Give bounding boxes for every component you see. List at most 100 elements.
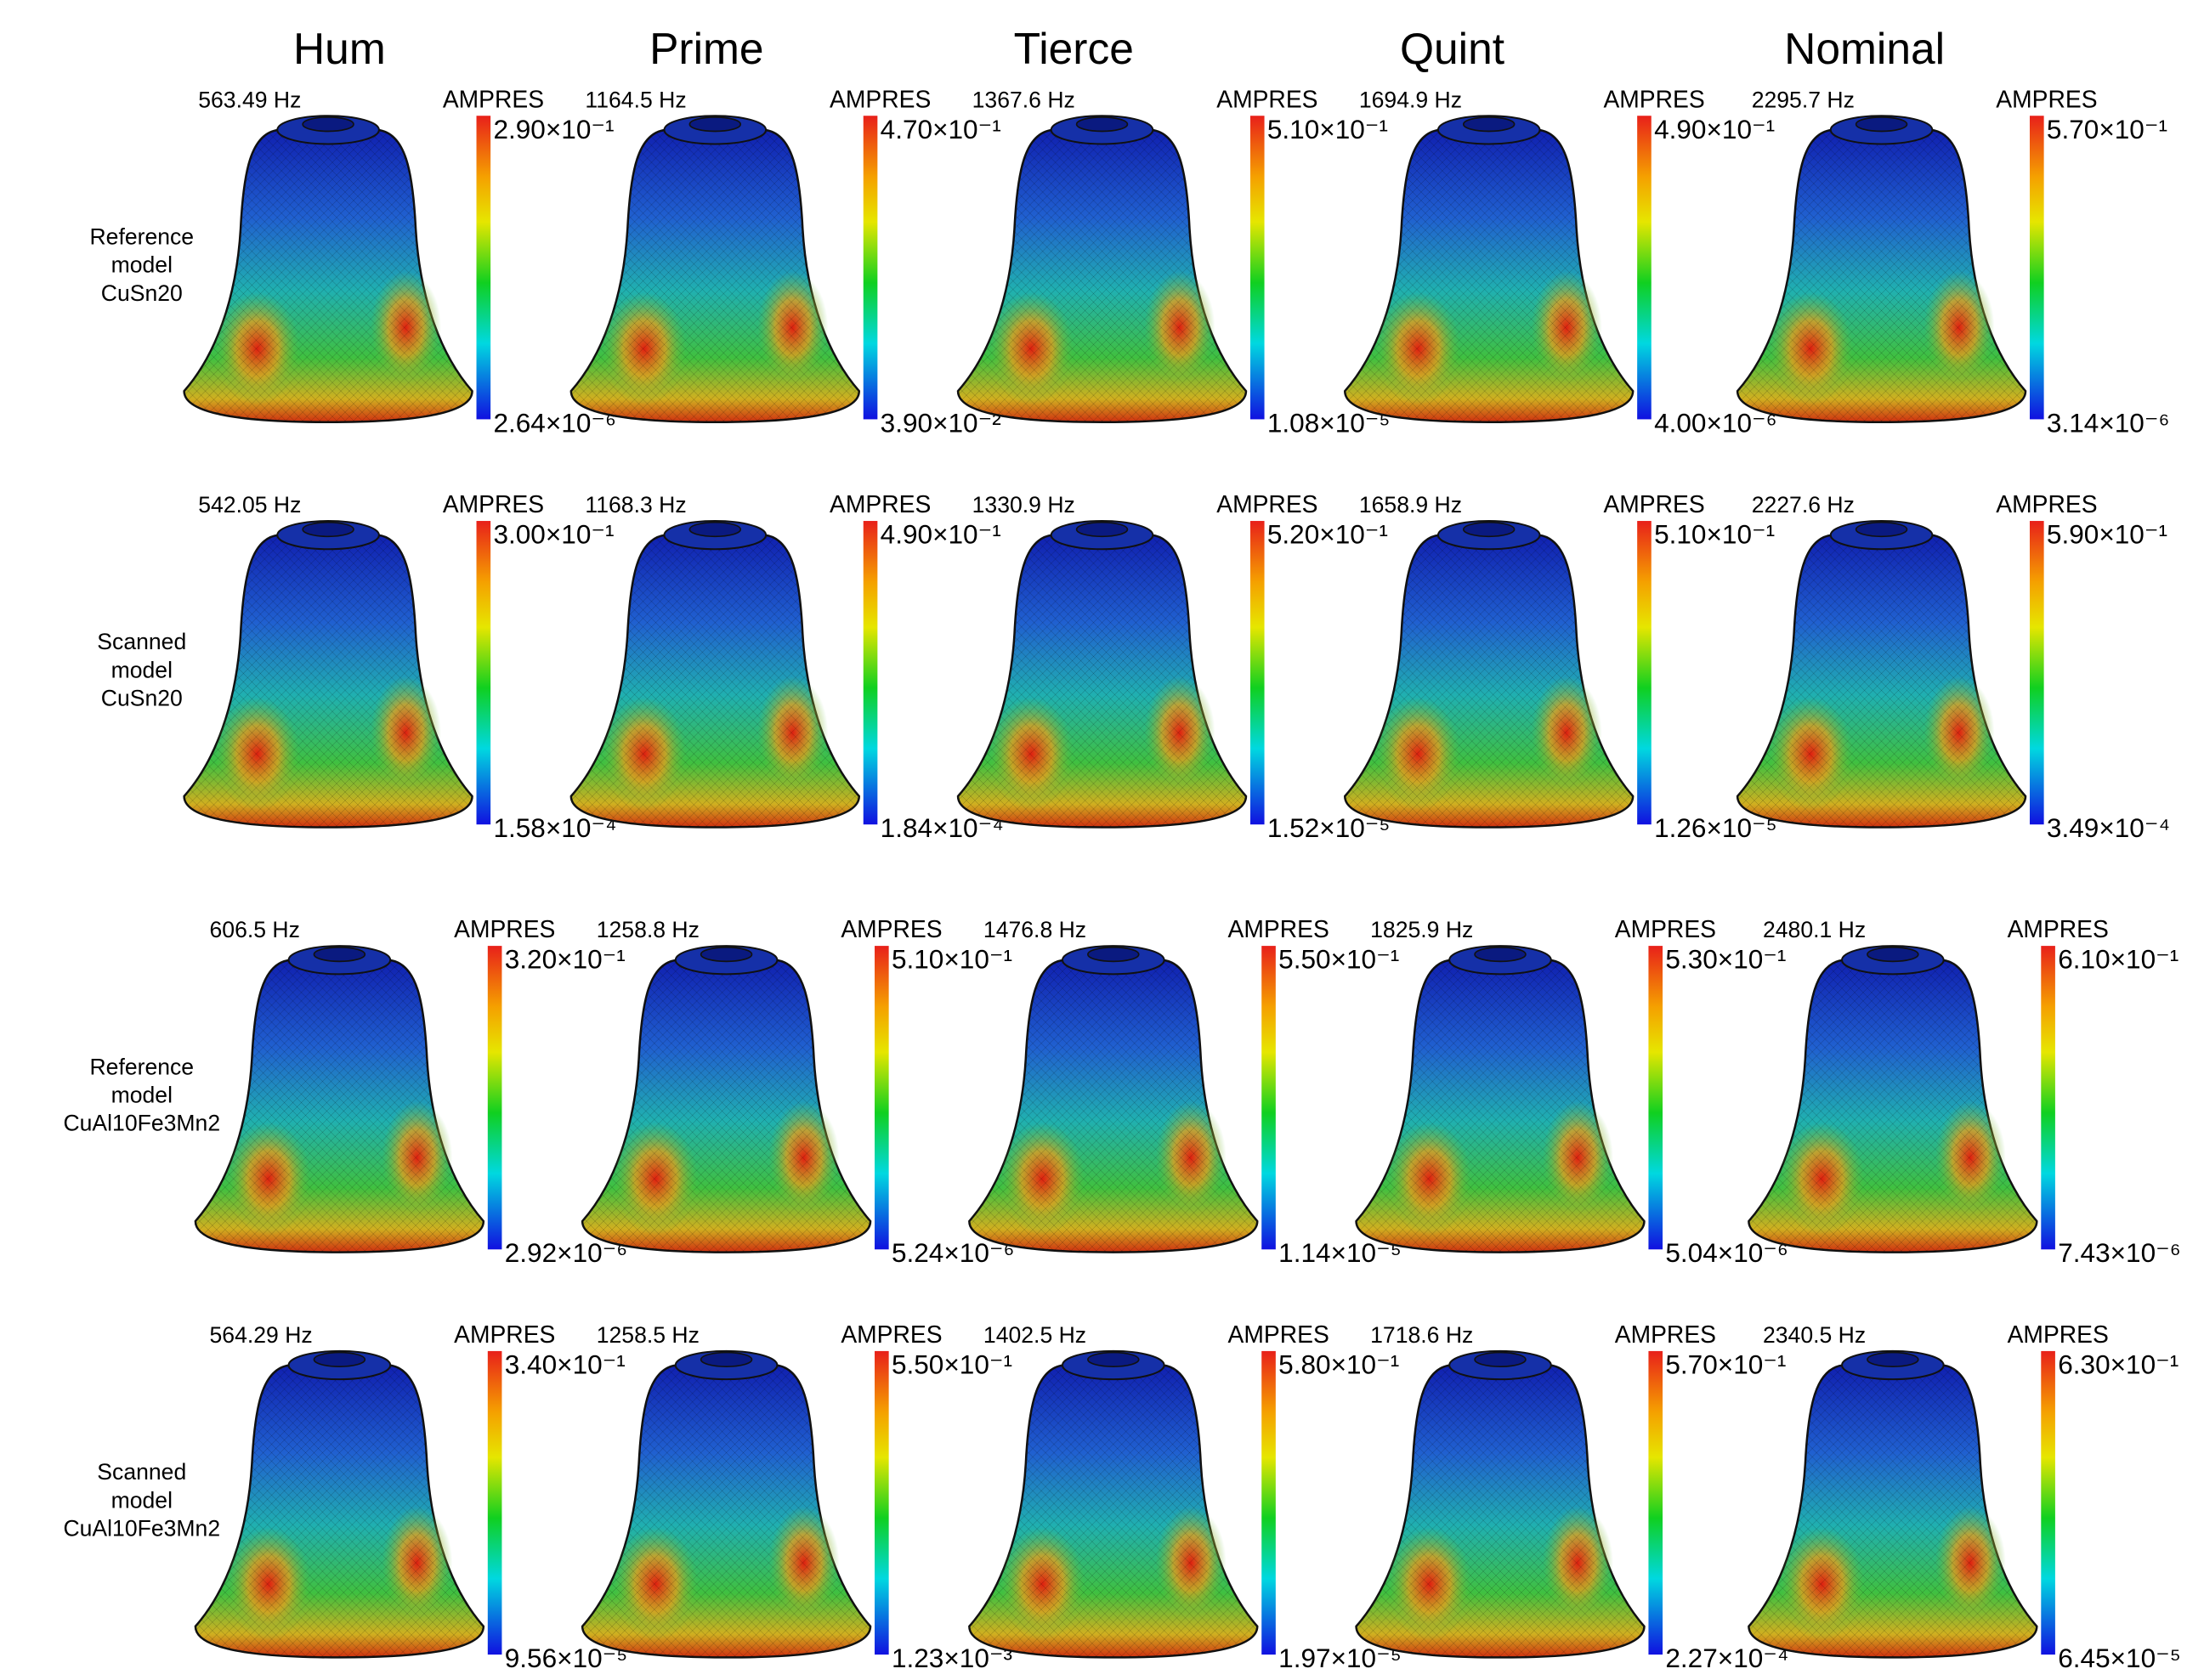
- colorbar-max: 5.10×10⁻¹: [892, 944, 1012, 975]
- colorbar: [2030, 521, 2044, 825]
- frequency: 1367.6 Hz: [972, 87, 1075, 112]
- row-label: CuAl10Fe3Mn2: [63, 1516, 220, 1541]
- result-label: AMPRES: [1216, 85, 1317, 112]
- frequency: 1258.8 Hz: [597, 917, 700, 942]
- colorbar: [1648, 946, 1663, 1250]
- colorbar-min: 1.26×10⁻⁵: [1654, 812, 1777, 843]
- colorbar-max: 4.70×10⁻¹: [881, 114, 1001, 144]
- bell-mode-shape: [569, 114, 860, 423]
- colorbar: [1261, 1350, 1276, 1655]
- result-label: AMPRES: [1996, 85, 2097, 112]
- colorbar: [875, 946, 889, 1250]
- frequency: 606.5 Hz: [210, 917, 300, 942]
- column-header: Prime: [649, 24, 763, 73]
- colorbar-min: 3.90×10⁻²: [881, 407, 1001, 438]
- bell-mode-shape: [956, 114, 1248, 423]
- result-label: AMPRES: [443, 85, 544, 112]
- frequency: 563.49 Hz: [198, 87, 301, 112]
- bell-mode-shape: [1736, 519, 2027, 829]
- frequency: 1330.9 Hz: [972, 492, 1075, 518]
- colorbar-min: 1.08×10⁻⁵: [1267, 407, 1391, 438]
- bell-mode-shape: [194, 944, 485, 1253]
- column-header: Tierce: [1014, 24, 1134, 73]
- result-label: AMPRES: [841, 915, 942, 942]
- frequency: 1258.5 Hz: [597, 1322, 700, 1348]
- result-label: AMPRES: [1603, 85, 1704, 112]
- colorbar: [487, 1350, 502, 1655]
- colorbar-min: 3.14×10⁻⁶: [2047, 407, 2170, 438]
- result-label: AMPRES: [1228, 915, 1329, 942]
- bell-mode-shape: [1344, 519, 1635, 829]
- result-label: AMPRES: [1615, 915, 1716, 942]
- row-label: model: [111, 1083, 173, 1108]
- colorbar-min: 9.56×10⁻⁵: [505, 1643, 628, 1673]
- colorbar-max: 3.40×10⁻¹: [505, 1349, 626, 1379]
- colorbar-min: 3.49×10⁻⁴: [2047, 812, 2170, 843]
- colorbar-min: 2.92×10⁻⁶: [505, 1237, 628, 1268]
- colorbar: [1637, 116, 1652, 420]
- colorbar: [2030, 116, 2044, 420]
- colorbar: [476, 116, 491, 420]
- frequency: 2340.5 Hz: [1763, 1322, 1866, 1348]
- frequency: 542.05 Hz: [198, 492, 301, 518]
- result-label: AMPRES: [830, 490, 931, 518]
- colorbar-min: 1.14×10⁻⁵: [1278, 1237, 1402, 1268]
- result-label: AMPRES: [454, 915, 555, 942]
- frequency: 1718.6 Hz: [1370, 1322, 1473, 1348]
- colorbar-min: 2.27×10⁻⁴: [1665, 1643, 1788, 1673]
- bell-mode-shape: [581, 1349, 872, 1659]
- colorbar: [875, 1350, 889, 1655]
- colorbar-max: 5.70×10⁻¹: [1665, 1349, 1786, 1379]
- result-label: AMPRES: [443, 490, 544, 518]
- colorbar-min: 5.24×10⁻⁶: [892, 1237, 1015, 1268]
- frequency: 1825.9 Hz: [1370, 917, 1473, 942]
- column-header: Hum: [293, 24, 386, 73]
- colorbar-max: 5.10×10⁻¹: [1654, 519, 1775, 550]
- colorbar-max: 3.00×10⁻¹: [493, 519, 614, 550]
- bell-mode-shape: [968, 944, 1259, 1253]
- bell-mode-shape: [183, 114, 473, 423]
- colorbar-min: 2.64×10⁻⁶: [493, 407, 616, 438]
- bell-mode-shape: [1748, 944, 2038, 1253]
- frequency: 2227.6 Hz: [1752, 492, 1855, 518]
- frequency: 1402.5 Hz: [983, 1322, 1086, 1348]
- row-label: CuSn20: [101, 686, 183, 711]
- frequency: 1168.3 Hz: [585, 492, 686, 518]
- bell-mode-shape: [1355, 944, 1646, 1253]
- colorbar-min: 1.52×10⁻⁵: [1267, 812, 1391, 843]
- colorbar: [1249, 116, 1265, 420]
- frequency: 1164.5 Hz: [585, 87, 686, 112]
- bell-mode-shape: [1748, 1349, 2038, 1659]
- colorbar: [863, 116, 878, 420]
- colorbar: [863, 521, 878, 825]
- colorbar-max: 5.90×10⁻¹: [2047, 519, 2167, 550]
- bell-mode-shape: [1355, 1349, 1646, 1659]
- colorbar-max: 4.90×10⁻¹: [881, 519, 1001, 550]
- colorbar-max: 5.10×10⁻¹: [1267, 114, 1388, 144]
- colorbar: [1637, 521, 1652, 825]
- colorbar-min: 7.43×10⁻⁶: [2058, 1237, 2181, 1268]
- colorbar: [487, 946, 502, 1250]
- colorbar-max: 4.90×10⁻¹: [1654, 114, 1775, 144]
- bell-mode-shape: [956, 519, 1248, 829]
- colorbar-max: 2.90×10⁻¹: [493, 114, 614, 144]
- colorbar-max: 5.20×10⁻¹: [1267, 519, 1388, 550]
- frequency: 2480.1 Hz: [1763, 917, 1866, 942]
- colorbar-max: 6.30×10⁻¹: [2058, 1349, 2179, 1379]
- colorbar: [1261, 946, 1276, 1250]
- bell-mode-shape: [183, 519, 473, 829]
- colorbar: [476, 521, 491, 825]
- result-label: AMPRES: [830, 85, 931, 112]
- row-label: Scanned: [97, 629, 186, 654]
- row-label: Reference: [89, 223, 194, 249]
- bell-mode-shape: [1344, 114, 1635, 423]
- colorbar: [1249, 521, 1265, 825]
- column-header: Quint: [1400, 24, 1504, 73]
- colorbar-min: 6.45×10⁻⁵: [2058, 1643, 2181, 1673]
- bell-mode-shape: [194, 1349, 485, 1659]
- row-label: model: [111, 1487, 173, 1513]
- bell-mode-shape: [581, 944, 872, 1253]
- colorbar-max: 5.70×10⁻¹: [2047, 114, 2167, 144]
- bell-mode-shape: [1736, 114, 2027, 423]
